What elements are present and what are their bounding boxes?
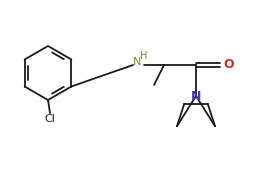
Text: N: N	[133, 57, 141, 67]
Text: Cl: Cl	[44, 114, 55, 124]
Text: H: H	[140, 51, 148, 61]
Text: N: N	[191, 90, 201, 103]
Text: O: O	[223, 58, 234, 71]
